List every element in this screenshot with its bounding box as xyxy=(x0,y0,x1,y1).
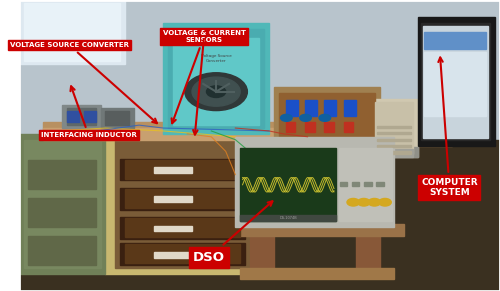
Bar xyxy=(173,38,260,125)
Bar xyxy=(360,149,414,157)
Bar xyxy=(28,198,96,227)
Bar xyxy=(236,137,394,227)
Bar xyxy=(278,93,375,137)
Bar xyxy=(378,132,411,134)
Bar xyxy=(356,233,380,274)
Bar xyxy=(352,182,360,186)
Text: DSO: DSO xyxy=(193,201,272,264)
Bar xyxy=(370,99,418,157)
Bar xyxy=(19,0,124,64)
Bar xyxy=(423,26,488,138)
Bar xyxy=(305,100,317,116)
Bar xyxy=(62,105,100,128)
Bar xyxy=(24,140,101,268)
Bar xyxy=(378,139,411,141)
Text: Voltage Source
Converter: Voltage Source Converter xyxy=(200,54,232,63)
Bar xyxy=(28,160,96,189)
Text: DS-1074B: DS-1074B xyxy=(280,216,297,220)
Bar xyxy=(67,111,79,122)
Bar xyxy=(324,100,336,116)
Bar xyxy=(378,151,411,154)
Bar xyxy=(106,111,130,125)
Bar xyxy=(43,128,293,140)
Bar xyxy=(100,108,134,128)
Text: COMPUTER
SYSTEM: COMPUTER SYSTEM xyxy=(421,58,478,197)
Bar xyxy=(19,0,500,140)
Bar xyxy=(106,134,260,274)
Bar xyxy=(163,23,269,134)
Bar xyxy=(240,148,336,221)
Bar xyxy=(67,108,96,125)
Bar xyxy=(305,122,314,132)
Bar xyxy=(154,252,192,258)
Bar xyxy=(356,147,418,157)
Bar xyxy=(378,126,411,128)
Bar xyxy=(154,196,192,202)
Bar xyxy=(324,122,334,132)
Circle shape xyxy=(319,114,330,121)
Bar xyxy=(286,122,296,132)
Bar xyxy=(424,32,486,49)
Bar xyxy=(124,244,240,263)
Bar xyxy=(19,134,106,274)
Text: VOLTAGE SOURCE CONVERTER: VOLTAGE SOURCE CONVERTER xyxy=(10,42,157,123)
Text: INTERFACING INDUCTOR: INTERFACING INDUCTOR xyxy=(40,86,136,138)
Circle shape xyxy=(206,86,226,97)
Text: VOLTAGE & CURRENT
SENSORS: VOLTAGE & CURRENT SENSORS xyxy=(162,30,246,123)
Bar xyxy=(286,100,298,116)
Bar xyxy=(230,224,404,236)
Circle shape xyxy=(347,198,360,206)
Bar xyxy=(84,111,96,122)
Circle shape xyxy=(185,73,248,111)
Bar xyxy=(120,243,245,265)
Bar xyxy=(339,148,392,221)
Bar xyxy=(240,268,394,279)
Bar xyxy=(124,189,240,208)
Bar xyxy=(420,23,490,140)
Circle shape xyxy=(192,77,240,106)
Bar xyxy=(154,226,192,231)
Bar xyxy=(24,3,120,61)
Bar xyxy=(298,128,452,146)
Bar xyxy=(274,87,380,140)
Bar xyxy=(124,218,240,237)
Bar xyxy=(115,140,250,268)
Bar xyxy=(120,188,245,210)
Bar xyxy=(418,17,495,146)
Bar xyxy=(124,160,240,179)
Bar xyxy=(250,233,274,274)
Bar xyxy=(120,217,245,239)
Circle shape xyxy=(300,114,312,121)
Bar xyxy=(340,182,347,186)
Circle shape xyxy=(358,198,370,206)
Bar xyxy=(424,52,486,116)
Bar xyxy=(168,29,264,128)
Bar xyxy=(28,236,96,265)
Circle shape xyxy=(280,114,292,121)
Bar xyxy=(240,215,336,221)
Bar xyxy=(154,167,192,173)
Bar xyxy=(376,182,384,186)
Bar xyxy=(43,122,293,140)
Circle shape xyxy=(368,198,380,206)
Bar xyxy=(364,182,372,186)
Circle shape xyxy=(378,198,392,206)
Bar xyxy=(378,145,411,147)
Bar xyxy=(375,102,414,154)
Bar xyxy=(19,140,500,291)
Bar xyxy=(120,159,245,180)
Bar xyxy=(344,122,353,132)
Bar xyxy=(344,100,355,116)
